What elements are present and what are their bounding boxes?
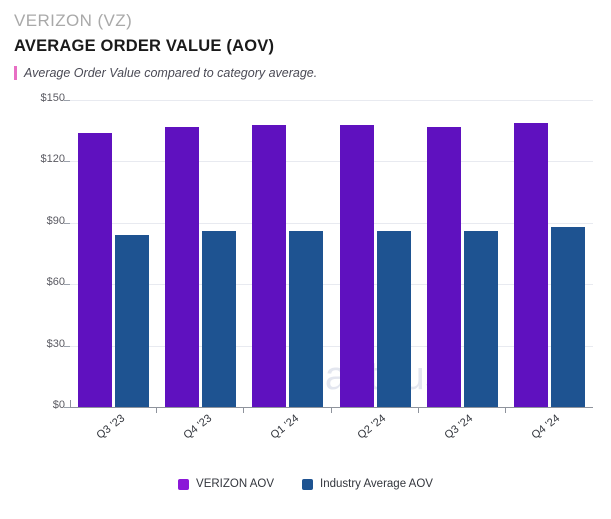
- legend-label: VERIZON AOV: [196, 478, 274, 490]
- y-gridline: [70, 222, 593, 224]
- chart-header: VERIZON (VZ) AVERAGE ORDER VALUE (AOV) A…: [0, 0, 611, 81]
- bar[interactable]: [376, 231, 411, 407]
- x-label-cell: Q1 '24: [244, 407, 331, 467]
- bar-group: [244, 100, 332, 413]
- y-tick-label: $30: [46, 337, 65, 350]
- legend-item[interactable]: Industry Average AOV: [302, 478, 433, 490]
- y-gridline: [70, 284, 593, 286]
- subtitle-row: Average Order Value compared to category…: [14, 65, 611, 81]
- bar[interactable]: [289, 231, 324, 407]
- bar[interactable]: [165, 126, 200, 407]
- legend-label: Industry Average AOV: [320, 478, 433, 490]
- y-tick-label: $150: [40, 92, 65, 104]
- y-axis-line: [70, 400, 71, 408]
- bar[interactable]: [513, 122, 548, 407]
- x-tick-mark: [504, 407, 506, 413]
- chart-legend: VERIZON AOV Industry Average AOV: [0, 478, 611, 490]
- y-tick-mark: [64, 100, 70, 101]
- bar[interactable]: [202, 231, 237, 407]
- y-gridline: [70, 100, 593, 101]
- bar-group: [70, 100, 158, 413]
- y-tick-label: $120: [40, 153, 65, 166]
- x-tick-label: Q2 '24: [355, 412, 389, 442]
- x-label-cell: Q4 '23: [157, 407, 244, 467]
- y-gridline: [70, 345, 593, 347]
- bar[interactable]: [78, 132, 113, 407]
- x-label-cell: Q4 '24: [506, 407, 593, 467]
- x-tick-mark: [156, 407, 158, 413]
- page-title: AVERAGE ORDER VALUE (AOV): [14, 37, 275, 55]
- y-tick-mark: [64, 161, 70, 163]
- bar[interactable]: [339, 124, 374, 407]
- x-label-cell: Q2 '24: [332, 407, 419, 467]
- ticker-label: VERIZON (VZ): [14, 11, 133, 30]
- bar-group: [419, 100, 506, 413]
- bar-groups: [70, 100, 593, 413]
- x-tick-mark: [330, 407, 332, 413]
- x-label-cell: Q3 '24: [419, 407, 506, 467]
- bar-group: [157, 100, 245, 413]
- legend-swatch-icon: [302, 478, 313, 490]
- y-tick-mark: [64, 407, 70, 408]
- legend-swatch-icon: [178, 478, 190, 490]
- bar-group: [332, 100, 419, 413]
- bar[interactable]: [115, 235, 150, 407]
- y-tick-mark: [64, 284, 70, 286]
- x-tick-label: Q3 '24: [442, 412, 476, 442]
- x-axis-labels: Q3 '23 Q4 '23 Q1 '24 Q2 '24 Q3 '24 Q4 '24: [70, 407, 593, 467]
- y-tick-label: $0: [52, 399, 65, 411]
- y-tick-label: $60: [46, 276, 65, 289]
- bar[interactable]: [463, 231, 498, 407]
- x-tick-label: Q4 '23: [181, 412, 214, 442]
- bar[interactable]: [252, 124, 287, 407]
- y-gridline: [70, 161, 593, 163]
- x-tick-label: Q3 '23: [94, 412, 127, 442]
- y-tick-mark: [64, 222, 70, 224]
- accent-bar-icon: [14, 66, 17, 80]
- x-tick-label: Q4 '24: [529, 412, 563, 442]
- x-tick-mark: [243, 407, 245, 413]
- chart-subtitle: Average Order Value compared to category…: [24, 66, 318, 80]
- bar[interactable]: [550, 226, 585, 407]
- x-label-cell: Q3 '23: [70, 407, 157, 467]
- y-tick-mark: [64, 345, 70, 347]
- y-axis: $0 $30 $60 $90 $120 $150: [0, 92, 611, 470]
- y-tick-label: $90: [46, 214, 65, 227]
- x-tick-label: Q1 '24: [268, 412, 302, 442]
- x-tick-mark: [417, 407, 419, 413]
- legend-item[interactable]: VERIZON AOV: [178, 478, 274, 490]
- bar-group: [506, 100, 593, 407]
- bar[interactable]: [426, 126, 461, 407]
